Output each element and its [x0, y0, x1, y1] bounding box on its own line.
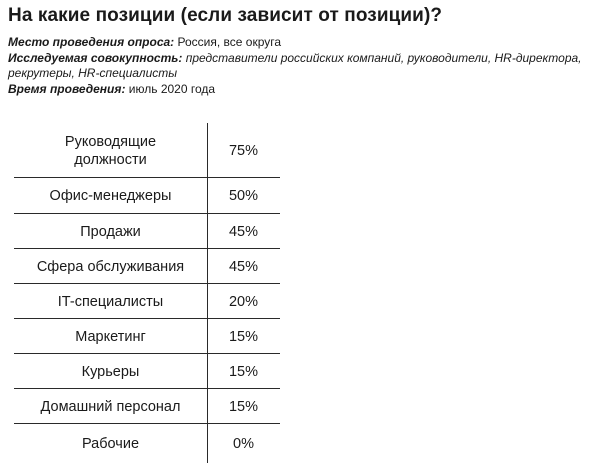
row-value: 15% [228, 328, 259, 345]
table-column-divider [207, 123, 208, 463]
table-row: Сфера обслуживания 45% [14, 249, 280, 284]
row-label: Маркетинг [75, 328, 146, 345]
table-row: Рабочие 0% [14, 424, 280, 463]
row-label: Сфера обслуживания [36, 258, 185, 275]
row-value: 0% [233, 435, 254, 452]
table-row: Продажи 45% [14, 214, 280, 249]
row-value: 20% [228, 293, 259, 310]
row-label: Продажи [80, 223, 141, 240]
row-value: 75% [228, 142, 259, 159]
row-value: 45% [228, 223, 259, 240]
row-label: Курьеры [81, 363, 140, 380]
survey-meta: Место проведения опроса: Россия, все окр… [8, 35, 608, 97]
row-divider [14, 213, 280, 214]
meta-place: Место проведения опроса: Россия, все окр… [8, 35, 608, 51]
row-value: 15% [228, 398, 259, 415]
table-row: Офис-менеджеры 50% [14, 178, 280, 214]
meta-place-value: Россия, все округа [177, 35, 282, 49]
meta-place-key: Место проведения опроса: [8, 35, 175, 49]
meta-population-key: Исследуемая совокупность: [8, 50, 183, 65]
row-divider [14, 353, 280, 354]
meta-time: Время проведения: июль 2020 года [8, 82, 608, 98]
row-label: IT-специалисты [57, 293, 164, 310]
table-row: Курьеры 15% [14, 354, 280, 389]
row-divider [14, 388, 280, 389]
table-row: Маркетинг 15% [14, 319, 280, 354]
page-title: На какие позиции (если зависит от позици… [8, 5, 443, 26]
meta-time-key: Время проведения: [8, 81, 126, 96]
row-value: 50% [228, 188, 259, 204]
row-divider [14, 248, 280, 249]
row-label: Руководящие должности [64, 133, 157, 168]
row-label: Рабочие [81, 435, 140, 452]
row-label: Офис-менеджеры [49, 188, 172, 204]
row-value: 15% [228, 363, 259, 380]
table-row: Руководящие должности 75% [14, 123, 280, 178]
row-divider [14, 177, 280, 178]
row-divider [14, 423, 280, 424]
table-row: IT-специалисты 20% [14, 284, 280, 319]
meta-population-value-line1: представители российских компаний, руков… [185, 50, 582, 65]
table-row: Домашний персонал 15% [14, 389, 280, 424]
meta-population: Исследуемая совокупность: представители … [8, 51, 608, 67]
positions-table: Руководящие должности 75% Офис-менеджеры 50… [14, 123, 280, 463]
row-label: Домашний персонал [40, 398, 181, 415]
meta-time-value: июль 2020 года [128, 81, 216, 96]
meta-population-cont: рекрутеры, HR-специалисты [8, 66, 608, 82]
row-divider [14, 318, 280, 319]
row-value: 45% [228, 258, 259, 275]
row-divider [14, 283, 280, 284]
meta-population-value-line2: рекрутеры, HR-специалисты [8, 66, 178, 80]
